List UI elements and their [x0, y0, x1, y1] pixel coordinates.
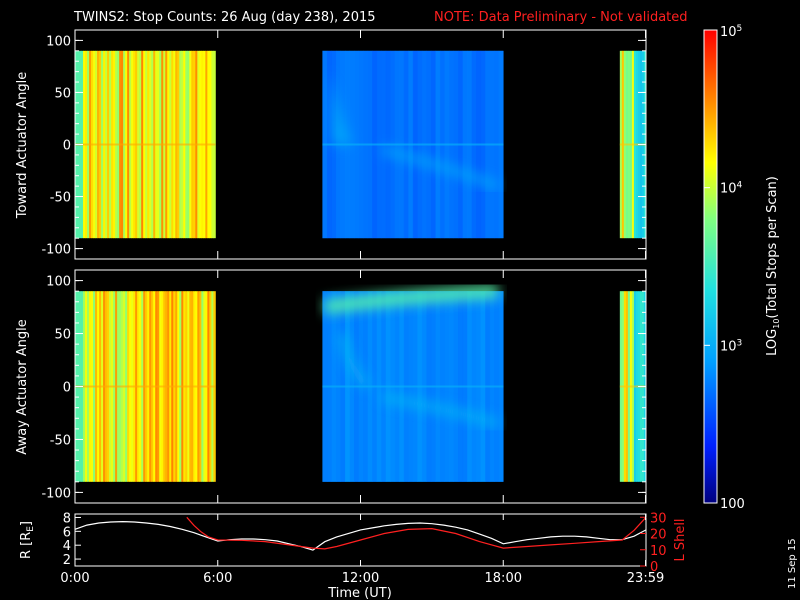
y-tick-label: 50: [54, 86, 71, 101]
l-shell-tick-label: 30: [650, 511, 667, 526]
x-tick-label: 23:59: [627, 571, 664, 586]
r-tick-label: 8: [63, 511, 71, 526]
heatmap-cell: [330, 70, 353, 145]
toward-ylabel: Toward Actuator Angle: [15, 72, 30, 219]
r-tick-label: 4: [63, 539, 71, 554]
l-shell-axis-label: L Shell: [673, 518, 688, 561]
y-tick-label: -100: [41, 243, 71, 258]
x-tick-label: 6:00: [203, 571, 232, 586]
away-panel: 100 50 0 -50 -100 Away Actuator Angle: [15, 269, 647, 504]
heatmap-cell: [323, 284, 499, 315]
date-stamp: 11 Sep 15: [787, 538, 798, 589]
colorbar-tick-label: 103: [720, 338, 742, 354]
toward-panel: 100 50 0 -50 -100 Toward Actuator Angle: [15, 29, 647, 260]
r-axis-label: R [RE]: [19, 521, 36, 559]
preliminary-note: NOTE: Data Preliminary - Not validated: [434, 10, 688, 25]
heatmap-cell: [381, 393, 500, 428]
colorbar: 105 104 103 100 LOG10(Total Stops per Scan): [703, 24, 781, 512]
heatmap-block: [322, 50, 504, 239]
y-tick-label: 50: [54, 328, 71, 343]
x-axis-label: Time (UT): [327, 586, 392, 600]
y-tick-label: -100: [41, 486, 71, 501]
x-tick-label: 12:00: [342, 571, 379, 586]
r-tick-label: 2: [63, 553, 71, 568]
heatmap-feature: [330, 70, 500, 190]
y-tick-label: 100: [46, 34, 71, 49]
x-tick-label: 0:00: [60, 571, 89, 586]
colorbar-tick-label: 104: [720, 181, 743, 197]
colorbar-label: LOG10(Total Stops per Scan): [765, 176, 781, 356]
heatmap-feature: [323, 284, 500, 428]
y-tick-label: 100: [46, 275, 71, 290]
heatmap-block: [75, 50, 216, 239]
heatmap-cell: [338, 332, 371, 390]
y-tick-label: -50: [50, 191, 71, 206]
l-shell-tick-label: 10: [650, 544, 667, 559]
x-tick-label: 18:00: [485, 571, 522, 586]
away-ylabel: Away Actuator Angle: [15, 319, 30, 454]
r-tick-label: 6: [63, 525, 71, 540]
y-tick-label: 0: [63, 139, 71, 154]
y-tick-label: -50: [50, 433, 71, 448]
heatmap-cell: [381, 145, 500, 190]
colorbar-gradient: [703, 29, 718, 504]
l-shell-tick-label: 20: [650, 528, 667, 543]
y-tick-label: 0: [63, 381, 71, 396]
chart-title: TWINS2: Stop Counts: 26 Aug (day 238), 2…: [73, 10, 376, 25]
colorbar-tick-label: 100: [720, 497, 745, 512]
l-shell-tick-label: 0: [650, 560, 658, 575]
r-series-line: [74, 520, 647, 551]
colorbar-tick-label: 105: [720, 24, 742, 40]
heatmap-block: [322, 284, 504, 482]
l-shell-series-line: [186, 516, 647, 550]
heatmap-block: [75, 291, 216, 482]
